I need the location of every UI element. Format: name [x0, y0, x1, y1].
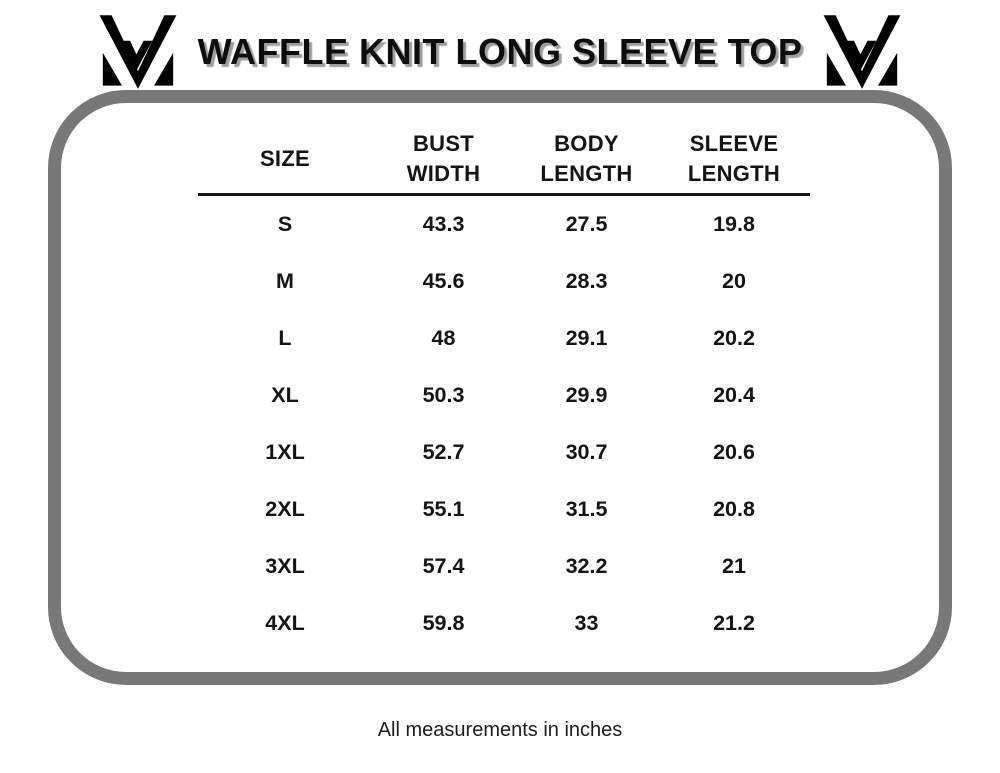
col-header-size: SIZE [198, 128, 372, 190]
cell-size-l: L [278, 325, 292, 350]
cell-body-m: 28.3 [565, 268, 608, 293]
header-rule [198, 193, 810, 196]
cell-body-3xl: 32.2 [565, 553, 608, 578]
col-header-bust-line1: BUST [412, 131, 475, 156]
cell-body-l: 29.1 [565, 325, 608, 350]
size-chart-panel: SIZE BUST WIDTH BODY LENGTH SLEEVE LENGT… [48, 90, 952, 685]
cell-body-xl: 29.9 [565, 382, 608, 407]
col-header-body-length: BODY LENGTH [515, 128, 658, 190]
cell-sleeve-1xl: 20.6 [713, 439, 755, 464]
cell-sleeve-m: 20 [722, 268, 746, 293]
cell-sleeve-xl: 20.4 [713, 382, 755, 407]
cell-body-1xl: 30.7 [565, 439, 608, 464]
cell-size-m: M [276, 268, 294, 293]
cell-sleeve-2xl: 20.8 [713, 496, 755, 521]
cell-bust-m: 45.6 [422, 268, 465, 293]
page-title: WAFFLE KNIT LONG SLEEVE TOP [197, 31, 803, 72]
cell-sleeve-4xl: 21.2 [713, 610, 755, 635]
measurements-footnote: All measurements in inches [377, 719, 623, 741]
brand-monogram-icon [99, 15, 176, 89]
cell-bust-2xl: 55.1 [422, 496, 465, 521]
cell-body-4xl: 33 [574, 610, 599, 635]
cell-sleeve-l: 20.2 [713, 325, 755, 350]
cell-body-2xl: 31.5 [565, 496, 608, 521]
cell-bust-4xl: 59.8 [422, 610, 465, 635]
cell-bust-xl: 50.3 [422, 382, 465, 407]
cell-size-3xl: 3XL [265, 553, 305, 578]
col-header-body-line1: BODY [554, 131, 619, 156]
col-header-sleeve-line1: SLEEVE [689, 131, 779, 156]
cell-sleeve-s: 19.8 [713, 211, 755, 236]
col-header-body-line2: LENGTH [540, 161, 633, 186]
header: WAFFLE KNIT LONG SLEEVE TOP [0, 0, 1000, 90]
cell-sleeve-3xl: 21 [722, 553, 746, 578]
brand-monogram-icon [824, 15, 901, 89]
col-header-sleeve-line2: LENGTH [687, 161, 781, 186]
cell-bust-s: 43.3 [422, 211, 465, 236]
cell-size-s: S [277, 211, 293, 236]
col-header-bust-width: BUST WIDTH [372, 128, 515, 190]
col-header-bust-line2: WIDTH [406, 161, 481, 186]
col-header-sleeve-length: SLEEVE LENGTH [658, 128, 810, 190]
cell-bust-1xl: 52.7 [422, 439, 465, 464]
cell-bust-3xl: 57.4 [422, 553, 465, 578]
cell-size-2xl: 2XL [265, 496, 305, 521]
col-header-size-label: SIZE [259, 146, 311, 171]
cell-size-1xl: 1XL [265, 439, 305, 464]
cell-body-s: 27.5 [565, 211, 608, 236]
cell-bust-l: 48 [431, 325, 456, 350]
cell-size-xl: XL [271, 382, 299, 407]
cell-size-4xl: 4XL [265, 610, 305, 635]
size-table: SIZE BUST WIDTH BODY LENGTH SLEEVE LENGT… [198, 128, 810, 652]
